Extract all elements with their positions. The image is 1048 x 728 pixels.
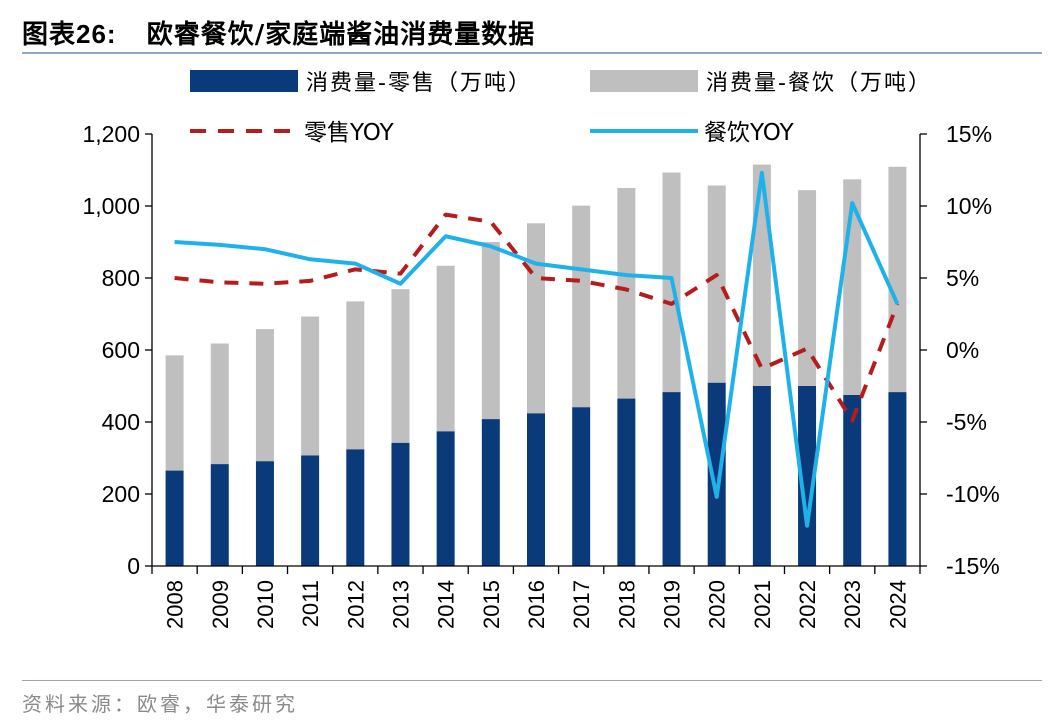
left-tick-label: 0 xyxy=(127,553,140,579)
figure-title: 图表26: 欧睿餐饮/家庭端酱油消费量数据 xyxy=(22,14,535,51)
x-tick-label: 2012 xyxy=(343,580,368,629)
right-tick-label: -10% xyxy=(946,481,1000,507)
left-tick-label: 1,000 xyxy=(82,193,140,219)
left-tick-label: 600 xyxy=(102,337,140,363)
x-tick-label: 2024 xyxy=(885,580,910,629)
bar-catering-2018 xyxy=(617,188,636,399)
right-tick-label: -15% xyxy=(946,553,1000,579)
bar-retail-2021 xyxy=(752,386,771,566)
bar-catering-2013 xyxy=(391,289,410,443)
x-tick-label: 2008 xyxy=(163,580,188,629)
bar-catering-2021 xyxy=(752,164,771,386)
x-tick-label: 2020 xyxy=(705,580,730,629)
right-tick-label: 10% xyxy=(946,193,992,219)
footer-divider xyxy=(22,680,1042,681)
x-tick-label: 2019 xyxy=(660,580,685,629)
legend-label-catering: 消费量-餐饮（万吨） xyxy=(706,71,932,96)
bar-catering-2011 xyxy=(301,316,320,456)
bar-catering-2024 xyxy=(888,166,907,393)
bar-catering-2016 xyxy=(527,223,545,414)
x-tick-label: 2013 xyxy=(388,580,413,629)
bar-retail-2022 xyxy=(798,386,817,566)
left-tick-label: 200 xyxy=(102,481,140,507)
legend-label-retail: 消费量-零售（万吨） xyxy=(306,71,532,96)
legend-swatch-retail xyxy=(190,70,298,92)
x-tick-label: 2011 xyxy=(298,580,323,627)
bar-catering-2014 xyxy=(436,265,455,432)
right-tick-label: 5% xyxy=(946,265,979,291)
chart: 0 200 400 600 800 1,000 1,200 -15% -10% -5% 0% 5% 10… xyxy=(82,70,1000,629)
x-tick-label: 2009 xyxy=(208,580,233,629)
bar-catering-2008 xyxy=(165,355,184,471)
bar-retail-2011 xyxy=(301,455,320,566)
legend-swatch-catering xyxy=(590,70,698,92)
right-tick-label: 0% xyxy=(946,337,979,363)
x-tick-label: 2016 xyxy=(524,580,549,629)
bar-catering-2020 xyxy=(707,185,726,383)
figure-label: 图表 xyxy=(22,20,77,50)
bar-retail-2013 xyxy=(391,442,410,566)
chart-title: 欧睿餐饮/家庭端酱油消费量数据 xyxy=(146,20,536,50)
left-tick-label: 1,200 xyxy=(82,121,140,147)
bar-retail-2014 xyxy=(436,431,455,566)
bar-catering-2017 xyxy=(572,205,591,408)
bar-retail-2012 xyxy=(346,449,365,566)
x-tick-label: 2022 xyxy=(795,580,820,629)
bar-retail-2019 xyxy=(662,392,681,566)
x-tick-label: 2014 xyxy=(434,580,459,629)
x-tick-label: 2010 xyxy=(253,580,278,629)
bar-catering-2022 xyxy=(798,190,817,386)
x-tick-label: 2021 xyxy=(750,580,775,629)
bar-retail-2017 xyxy=(572,407,591,566)
line-retail-yoy xyxy=(174,212,900,423)
bar-retail-2024 xyxy=(888,392,907,566)
bar-catering-2012 xyxy=(346,301,365,450)
left-tick-label: 800 xyxy=(102,265,140,291)
left-tick-label: 400 xyxy=(102,409,140,435)
legend-label-retail-yoy: 零售YOY xyxy=(304,120,395,146)
bar-catering-2009 xyxy=(210,343,229,465)
title-divider xyxy=(22,52,1042,54)
bar-retail-2018 xyxy=(617,398,636,566)
bar-retail-2008 xyxy=(165,470,184,566)
bar-catering-2015 xyxy=(481,242,500,420)
x-tick-label: 2018 xyxy=(614,580,639,629)
x-tick-label: 2023 xyxy=(840,580,865,629)
bar-retail-2010 xyxy=(255,461,274,566)
bar-retail-2020 xyxy=(707,382,726,566)
bar-retail-2023 xyxy=(843,395,862,566)
bar-retail-2016 xyxy=(527,413,545,566)
bar-retail-2009 xyxy=(210,464,229,566)
bar-catering-2010 xyxy=(255,329,274,462)
x-tick-label: 2015 xyxy=(479,580,504,629)
source-note: 资料来源：欧睿，华泰研究 xyxy=(22,692,298,716)
bar-retail-2015 xyxy=(481,419,500,566)
legend-label-catering-yoy: 餐饮YOY xyxy=(704,120,795,146)
x-tick-label: 2017 xyxy=(569,580,594,629)
right-tick-label: -5% xyxy=(946,409,987,435)
figure-number: 26: xyxy=(76,19,117,49)
right-tick-label: 15% xyxy=(946,121,992,147)
